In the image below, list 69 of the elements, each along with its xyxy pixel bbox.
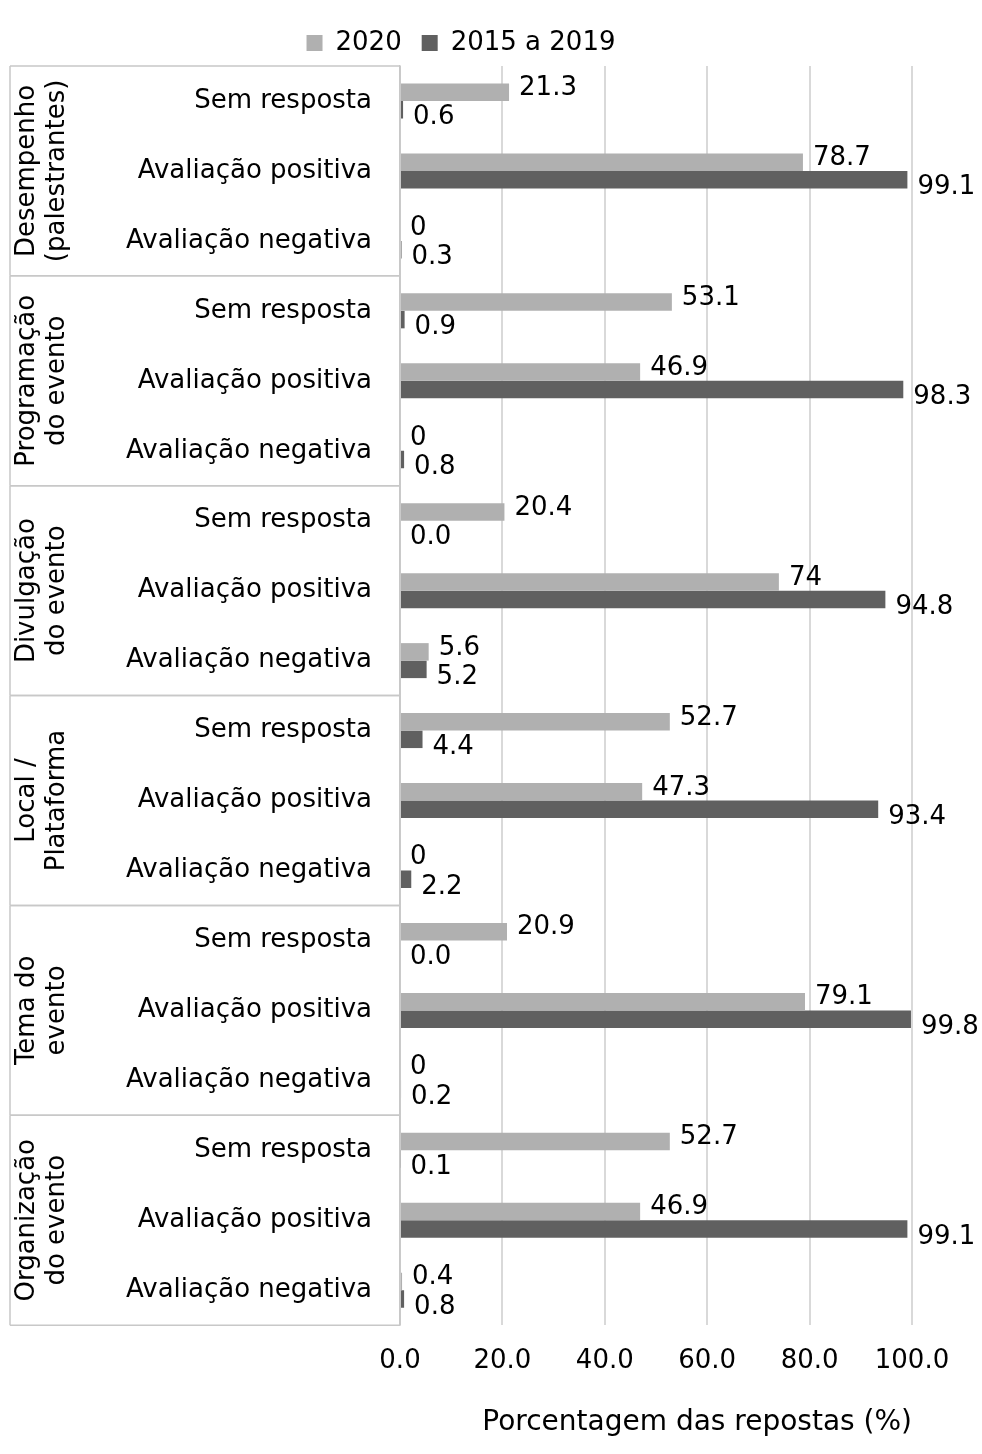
data-label: 0.6 xyxy=(413,100,455,131)
data-label: 47.3 xyxy=(652,770,711,801)
y-tick-label: Sem resposta xyxy=(194,1133,372,1164)
data-label: 0.8 xyxy=(414,1289,456,1320)
data-label: 78.7 xyxy=(812,140,871,171)
data-label: 0.1 xyxy=(410,1149,452,1180)
x-tick-label: 100.0 xyxy=(874,1343,950,1374)
data-label: 93.4 xyxy=(888,800,947,831)
legend-label: 2015 a 2019 xyxy=(450,25,616,56)
y-tick-label: Avaliação positiva xyxy=(137,573,372,604)
data-label: 74 xyxy=(788,560,822,591)
text: Programação do evento xyxy=(9,294,70,467)
data-label: 20.4 xyxy=(514,490,573,521)
y-tick-label: Avaliação negativa xyxy=(125,1272,372,1303)
y-tick-label: Avaliação positiva xyxy=(137,993,372,1024)
x-tick-label: 40.0 xyxy=(575,1343,634,1374)
data-label: 46.9 xyxy=(650,1190,709,1221)
data-label: 46.9 xyxy=(650,350,709,381)
data-label: 79.1 xyxy=(814,980,873,1011)
data-label: 99.1 xyxy=(917,1219,976,1250)
x-tick-label: 80.0 xyxy=(780,1343,839,1374)
text: Divulgação do evento xyxy=(9,518,70,664)
text: Tema do evento xyxy=(9,955,70,1067)
data-label: 99.8 xyxy=(920,1009,979,1040)
data-label: 0.3 xyxy=(411,240,453,271)
data-label: 0.9 xyxy=(414,310,456,341)
data-label: 94.8 xyxy=(895,590,954,621)
text: Local / Plataforma xyxy=(9,729,70,872)
data-label: 21.3 xyxy=(519,70,577,101)
data-label: 5.2 xyxy=(436,660,478,691)
y-tick-label: Avaliação negativa xyxy=(125,433,372,464)
x-tick-label: 60.0 xyxy=(678,1343,737,1374)
data-label: 4.4 xyxy=(432,730,474,761)
y-tick-label: Sem resposta xyxy=(194,83,372,114)
data-label: 0.2 xyxy=(411,1079,453,1110)
x-tick-label: 0.0 xyxy=(379,1343,421,1374)
data-label: 20.9 xyxy=(517,910,575,941)
y-tick-label: Avaliação positiva xyxy=(137,1203,372,1234)
data-label: 2.2 xyxy=(421,869,463,900)
data-label: 0.0 xyxy=(410,939,452,970)
y-tick-label: Avaliação negativa xyxy=(125,643,372,674)
text: Desempenho (palestrantes) xyxy=(9,79,70,263)
data-label: 99.1 xyxy=(917,170,976,201)
data-label: 5.6 xyxy=(438,630,481,661)
y-tick-label: Avaliação positiva xyxy=(137,783,372,814)
text: Organização do evento xyxy=(9,1138,70,1302)
data-label: 0 xyxy=(410,840,427,871)
x-axis-title: Porcentagem das repostas (%) xyxy=(482,1404,912,1438)
data-label: 98.3 xyxy=(913,380,972,411)
data-label: 0.4 xyxy=(412,1260,454,1291)
data-label: 0 xyxy=(410,210,427,241)
data-label: 0 xyxy=(410,1050,427,1081)
y-tick-label: Avaliação negativa xyxy=(125,853,372,884)
data-label: 0.8 xyxy=(414,450,456,481)
y-tick-label: Sem resposta xyxy=(194,713,372,744)
y-tick-label: Sem resposta xyxy=(194,503,372,534)
y-tick-label: Sem resposta xyxy=(194,923,372,954)
data-label: 52.7 xyxy=(679,700,738,731)
data-label: 0 xyxy=(410,420,427,451)
y-tick-label: Avaliação negativa xyxy=(125,223,372,254)
y-tick-label: Avaliação negativa xyxy=(125,1063,372,1094)
data-label: 52.7 xyxy=(679,1120,738,1151)
x-tick-label: 20.0 xyxy=(473,1343,532,1374)
y-tick-label: Sem resposta xyxy=(194,293,372,324)
legend-label: 2020 xyxy=(335,25,402,56)
y-tick-label: Avaliação positiva xyxy=(137,153,372,184)
y-tick-label: Avaliação positiva xyxy=(137,363,372,394)
data-label: 53.1 xyxy=(681,280,740,311)
data-label: 0.0 xyxy=(410,520,452,551)
